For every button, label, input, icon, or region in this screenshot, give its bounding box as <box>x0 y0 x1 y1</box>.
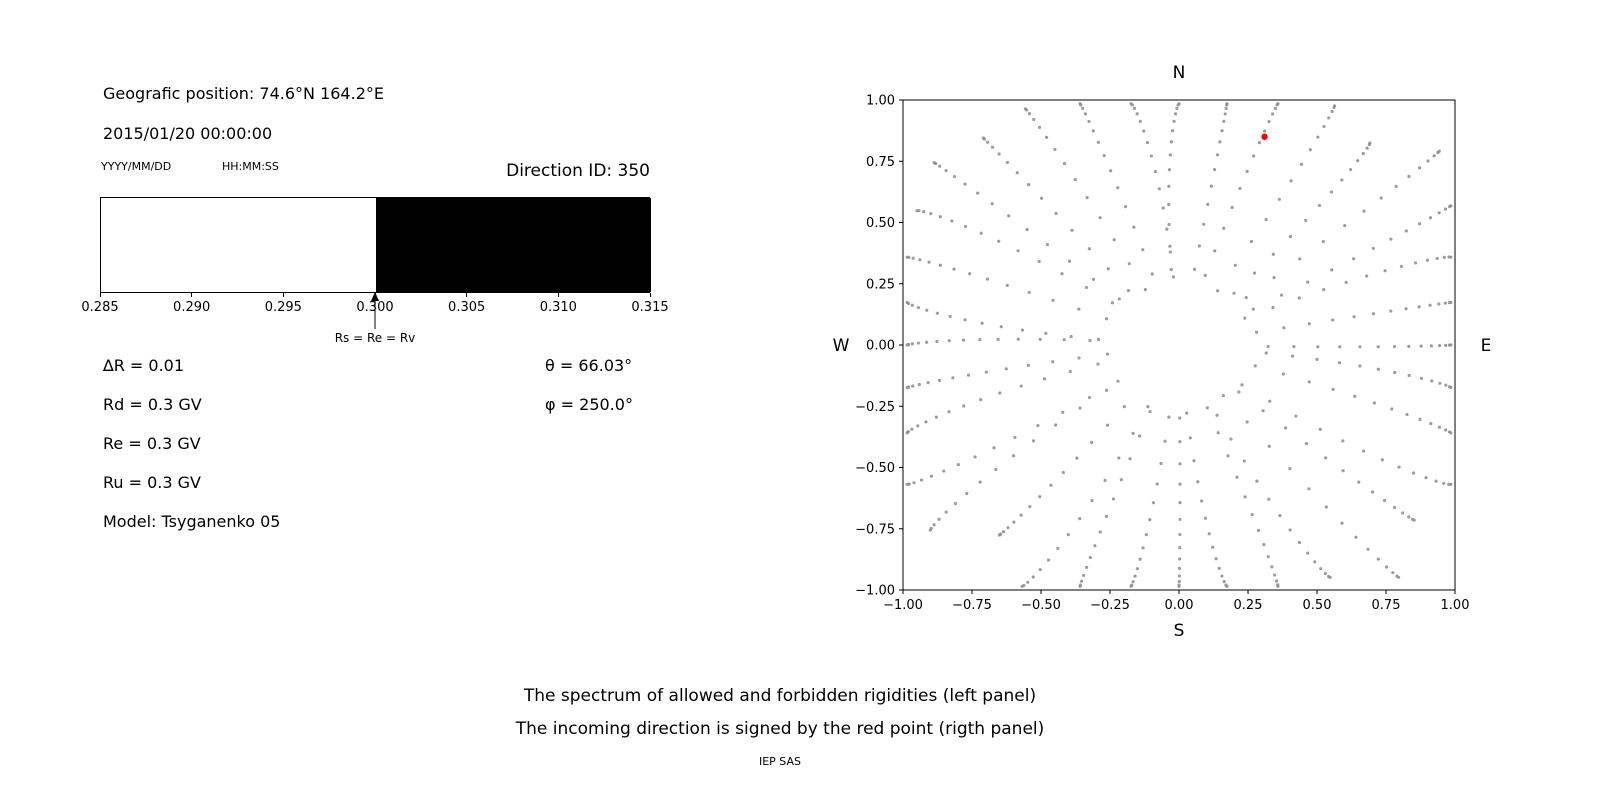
scatter-points <box>905 102 1453 588</box>
cardinal-south-label: S <box>1174 621 1185 641</box>
x-tick-label: −0.25 <box>1090 598 1130 613</box>
spectrum-x-tick-label: 0.305 <box>448 300 486 315</box>
geographic-position-label: Geografic position: 74.6°N 164.2°E <box>103 84 384 103</box>
param-model: Model: Tsyganenko 05 <box>103 512 281 531</box>
x-tick-label: 0.25 <box>1234 598 1263 613</box>
direction-scatter-plot: −1.00 −0.75 −0.50 −0.25 0.00 0.25 0.50 0.75 1.00… <box>833 63 1492 641</box>
date-format-label: YYYY/MM/DD <box>101 160 172 173</box>
param-rd: Rd = 0.3 GV <box>103 395 202 414</box>
y-tick-label: 0.00 <box>866 339 895 354</box>
cutoff-arrow-label: Rs = Re = Rv <box>334 331 416 345</box>
spectrum-x-tick-mark <box>191 293 193 297</box>
allowed-region <box>101 198 376 292</box>
x-tick-label: −0.50 <box>1021 598 1061 613</box>
spectrum-x-tick-mark <box>282 293 284 297</box>
direction-id-label: Direction ID: 350 <box>506 161 650 181</box>
x-tick-label: −0.75 <box>952 598 992 613</box>
plot-frame <box>902 99 1456 591</box>
caption-line-1: The spectrum of allowed and forbidden ri… <box>523 686 1037 706</box>
spectrum-x-axis: 0.285 0.290 0.295 0.300 0.305 0.310 0.315 <box>81 300 668 316</box>
x-tick-label: 0.00 <box>1165 598 1194 613</box>
spectrum-x-tick-label: 0.285 <box>81 300 119 315</box>
spectrum-x-tick-mark <box>466 293 468 297</box>
spectrum-x-tick-mark <box>557 293 559 297</box>
param-theta: θ = 66.03° <box>545 356 633 375</box>
rigidity-spectrum-chart <box>100 197 651 293</box>
forbidden-region <box>376 198 651 292</box>
y-tick-label: 0.50 <box>866 216 895 231</box>
credit-label: IEP SAS <box>758 755 802 768</box>
param-delta-r: ∆R = 0.01 <box>103 356 185 375</box>
param-ru: Ru = 0.3 GV <box>103 473 201 492</box>
time-format-label: HH:MM:SS <box>222 160 279 173</box>
cardinal-west-label: W <box>833 336 850 356</box>
x-tick-label: 0.50 <box>1303 598 1332 613</box>
caption-line-2: The incoming direction is signed by the … <box>515 719 1045 739</box>
cutoff-arrow-icon <box>371 292 379 329</box>
cardinal-north-label: N <box>1173 63 1186 83</box>
y-tick-label: −1.00 <box>855 584 895 599</box>
spectrum-x-tick-label: 0.295 <box>264 300 302 315</box>
spectrum-x-tick-mark <box>99 293 101 297</box>
datetime-label: 2015/01/20 00:00:00 <box>103 124 273 143</box>
x-tick-label: −1.00 <box>883 598 923 613</box>
y-tick-label: −0.25 <box>855 400 895 415</box>
param-re: Re = 0.3 GV <box>103 434 201 453</box>
spectrum-x-tick-label: 0.290 <box>173 300 211 315</box>
cardinal-east-label: E <box>1481 336 1492 356</box>
x-tick-label: 1.00 <box>1441 598 1470 613</box>
spectrum-x-tick-label: 0.315 <box>631 300 669 315</box>
red-direction-point <box>1261 133 1268 140</box>
x-tick-label: 0.75 <box>1372 598 1401 613</box>
y-tick-label: −0.75 <box>855 522 895 537</box>
y-tick-label: −0.50 <box>855 461 895 476</box>
y-tick-label: 1.00 <box>866 94 895 109</box>
y-tick-label: 0.25 <box>866 277 895 292</box>
spectrum-x-tick-label: 0.310 <box>539 300 577 315</box>
y-tick-label: 0.75 <box>866 155 895 170</box>
spectrum-x-tick-mark <box>649 293 651 297</box>
param-phi: φ = 250.0° <box>545 395 633 414</box>
